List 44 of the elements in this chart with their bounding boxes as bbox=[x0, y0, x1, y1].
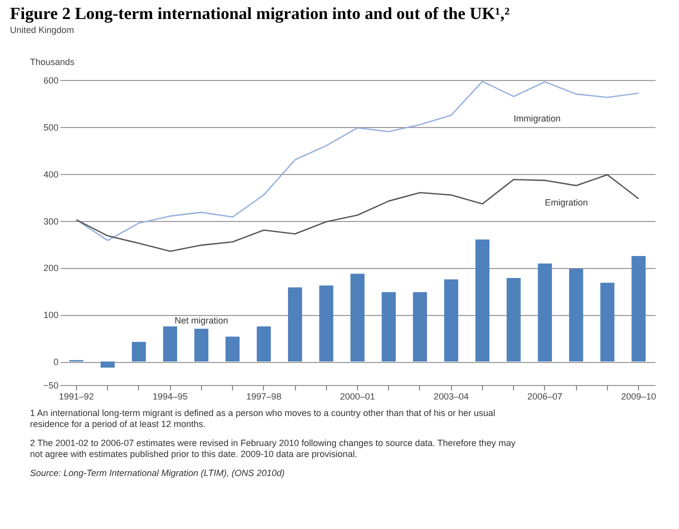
bar bbox=[288, 287, 302, 362]
bar bbox=[226, 336, 240, 362]
text: 1 An international long-term migrant is defined as a person who moves to a country other than that of his or her usual residence for a period of at least 12 months. bbox=[30, 408, 496, 429]
bar bbox=[194, 328, 208, 362]
bar bbox=[100, 362, 115, 368]
bar bbox=[538, 263, 552, 362]
y-tick-label: 100 bbox=[43, 310, 58, 320]
chart-title: Figure 2 Long-term international migration into and out of the UK¹,² bbox=[10, 4, 510, 23]
y-tick-label: −50 bbox=[43, 380, 58, 390]
x-tick-label: 2003–04 bbox=[434, 392, 469, 402]
bar bbox=[382, 292, 396, 362]
x-tick-label: 1997–98 bbox=[246, 392, 282, 402]
line-series bbox=[76, 174, 640, 252]
x-tick-label: 1991–92 bbox=[58, 392, 94, 402]
chart-subtitle: United Kingdom bbox=[10, 25, 74, 35]
bar bbox=[569, 268, 584, 362]
x-tick-label: 2000–01 bbox=[340, 392, 376, 402]
x-tick-label: 1994–95 bbox=[152, 392, 188, 402]
y-tick-label: 200 bbox=[43, 263, 58, 274]
bar bbox=[256, 326, 271, 362]
x-tick-label: 2006–07 bbox=[527, 392, 562, 402]
bar bbox=[412, 292, 427, 362]
bar bbox=[132, 342, 146, 362]
line-series bbox=[76, 80, 640, 242]
y-axis-title: Thousands bbox=[30, 57, 76, 67]
y-tick-label: 400 bbox=[43, 169, 58, 180]
y-tick-label: 0 bbox=[53, 357, 58, 368]
bar bbox=[163, 326, 178, 362]
bar bbox=[632, 256, 646, 362]
bar bbox=[319, 286, 334, 362]
text: 2 The 2001-02 to 2006-07 estimates were revised in February 2010 following changes to source data. Therefore they may not agree with estimates published prior to this date. 2009-10 data are provisional. bbox=[30, 438, 516, 459]
series-label: Net migration bbox=[174, 316, 228, 326]
bar bbox=[600, 282, 614, 362]
x-tick-label: 2009–10 bbox=[621, 392, 656, 402]
y-tick-label: 300 bbox=[43, 216, 58, 226]
bar bbox=[475, 240, 490, 362]
source-note: Source: Long-Term International Migration (LTIM), (ONS 2010d) bbox=[30, 468, 285, 478]
series-label: Emigration bbox=[544, 197, 588, 208]
y-tick-label: 600 bbox=[43, 76, 58, 86]
bar bbox=[444, 279, 458, 362]
bar bbox=[350, 274, 365, 362]
bar bbox=[506, 278, 521, 362]
series-label: Immigration bbox=[514, 113, 561, 124]
y-tick-label: 500 bbox=[43, 122, 58, 132]
